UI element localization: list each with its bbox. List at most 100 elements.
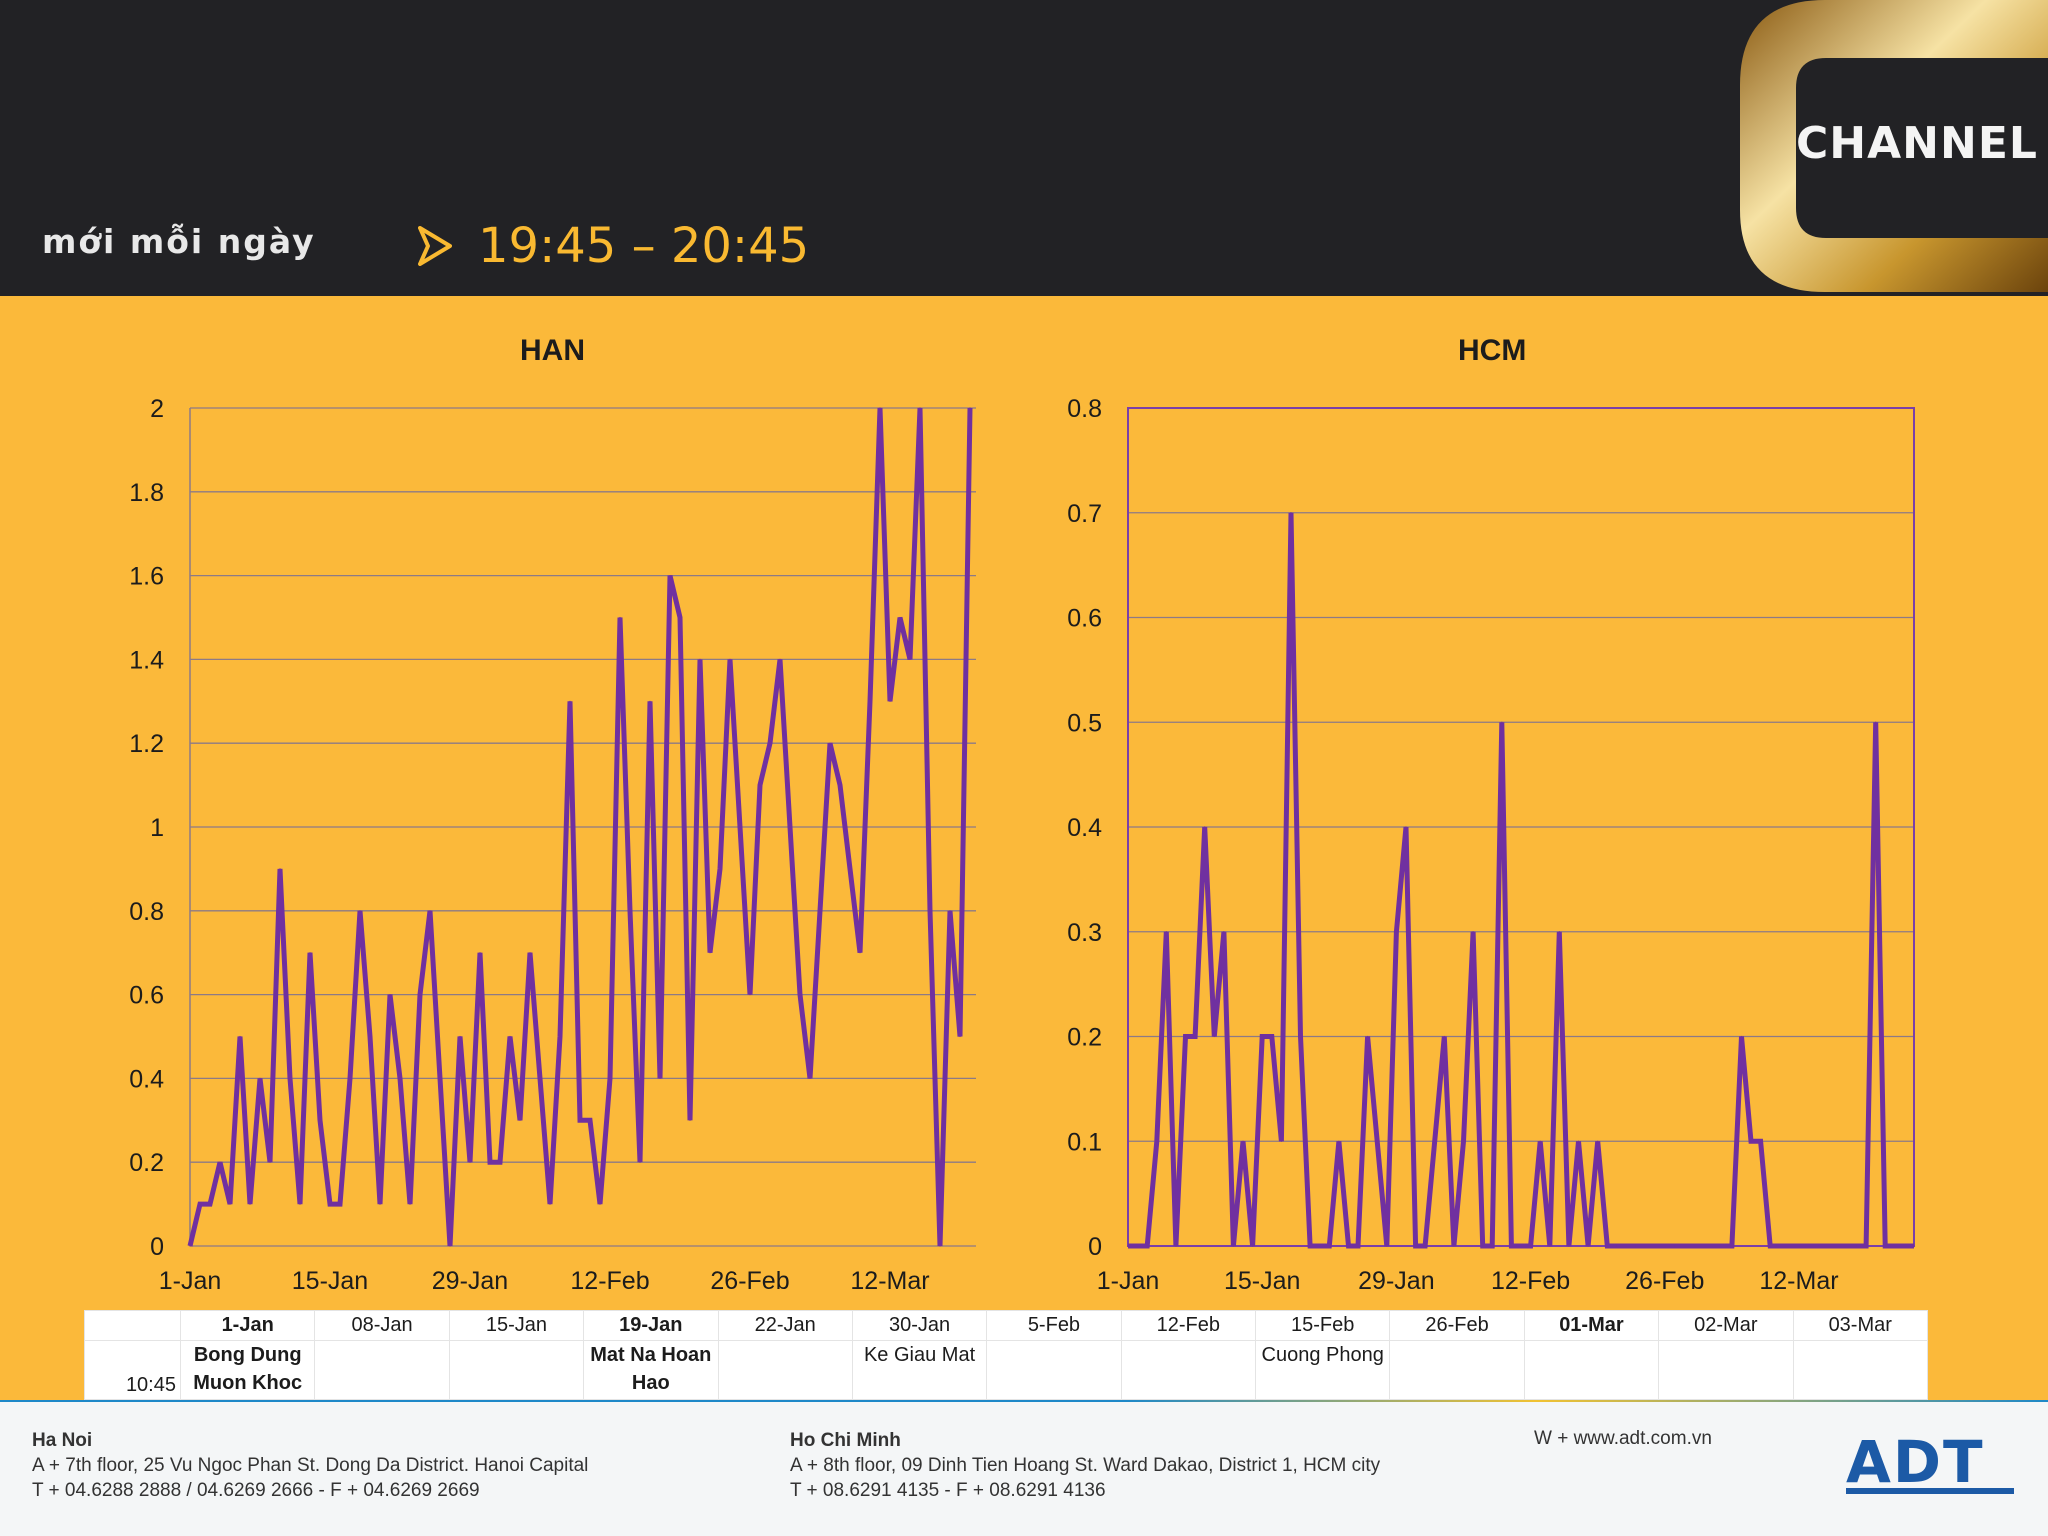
- data-point: [399, 1077, 401, 1079]
- data-point: [629, 910, 631, 912]
- data-point: [319, 1119, 321, 1121]
- footer-hcm-phone: T + 08.6291 4135 - F + 08.6291 4136: [790, 1480, 1106, 1501]
- schedule-program-title: [1523, 1340, 1660, 1400]
- data-point: [919, 407, 921, 409]
- data-point: [229, 1203, 231, 1205]
- chart-title-han: HAN: [520, 334, 585, 367]
- data-point: [499, 1161, 501, 1163]
- data-point: [469, 1161, 471, 1163]
- schedule-program-title: [986, 1340, 1122, 1400]
- schedule-date: 30-Jan: [851, 1310, 988, 1341]
- schedule-date: 08-Jan: [314, 1310, 450, 1341]
- data-point: [439, 1077, 441, 1079]
- data-point: [599, 1203, 601, 1205]
- y-tick-label: 1.4: [129, 646, 164, 674]
- data-point: [869, 700, 871, 702]
- data-point: [789, 826, 791, 828]
- data-point: [829, 742, 831, 744]
- data-point: [409, 1203, 411, 1205]
- data-point: [819, 910, 821, 912]
- schedule-program-title: [1120, 1340, 1257, 1400]
- data-point: [799, 994, 801, 996]
- data-point: [759, 784, 761, 786]
- x-tick-label: 12-Mar: [850, 1267, 929, 1295]
- schedule-table: 1-Jan 08-Jan 15-Jan 19-Jan 22-Jan 30-Jan 5-Feb…: [84, 1310, 1928, 1400]
- data-point: [609, 1077, 611, 1079]
- data-point: [529, 952, 531, 954]
- data-point: [619, 616, 621, 619]
- schedule-program-title: [1658, 1340, 1794, 1400]
- data-point: [419, 994, 421, 996]
- schedule-date: 02-Mar: [1658, 1310, 1794, 1341]
- schedule-date: 01-Mar: [1523, 1310, 1660, 1341]
- data-point: [549, 1203, 551, 1205]
- y-tick-label: 0.4: [129, 1065, 164, 1093]
- data-point: [389, 994, 391, 996]
- data-point: [949, 910, 951, 912]
- y-tick-label: 0.2: [129, 1149, 164, 1177]
- schedule-date: 5-Feb: [986, 1310, 1122, 1341]
- data-point: [519, 1119, 521, 1121]
- y-tick-label: 1.2: [129, 730, 164, 758]
- x-tick-label: 29-Jan: [432, 1267, 508, 1295]
- data-point: [279, 868, 281, 870]
- data-point: [259, 1077, 261, 1079]
- arrow-right-icon: [418, 226, 452, 266]
- data-point: [219, 1161, 221, 1163]
- data-point: [859, 952, 861, 954]
- footer-hcm: Ho Chi Minh A + 8th floor, 09 Dinh Tien …: [790, 1428, 1380, 1503]
- data-point: [539, 1077, 541, 1079]
- footer-website[interactable]: W + www.adt.com.vn: [1534, 1428, 1712, 1449]
- footer-hanoi-city: Ha Noi: [32, 1430, 93, 1451]
- y-tick-label: 0: [150, 1233, 164, 1261]
- data-point: [809, 1077, 811, 1079]
- time-slot: 19:45 – 20:45: [478, 218, 810, 274]
- schedule-program-title: [314, 1340, 450, 1400]
- schedule-program-title: Bong Dung Muon Khoc: [179, 1340, 316, 1400]
- data-point: [489, 1161, 491, 1163]
- data-point: [839, 784, 841, 786]
- data-point: [959, 1035, 961, 1038]
- data-point: [269, 1161, 271, 1163]
- data-point: [669, 575, 671, 577]
- y-tick-label: 2: [150, 395, 164, 423]
- data-point: [189, 1245, 191, 1247]
- data-point: [249, 1203, 251, 1205]
- x-tick-label: 12-Feb: [570, 1267, 649, 1295]
- schedule-date: 26-Feb: [1389, 1310, 1525, 1341]
- schedule-date: 03-Mar: [1792, 1310, 1928, 1341]
- schedule-date: 22-Jan: [717, 1310, 853, 1341]
- footer-hcm-address: A + 8th floor, 09 Dinh Tien Hoang St. Wa…: [790, 1455, 1381, 1476]
- data-point: [749, 994, 751, 996]
- adt-logo-underline: [1846, 1488, 2014, 1494]
- schedule-program-title: [448, 1340, 585, 1400]
- data-point: [199, 1203, 201, 1205]
- data-point: [239, 1035, 241, 1038]
- y-tick-label: 1.6: [129, 563, 164, 591]
- chart-han: 0 0.2 0.4 0.6 0.8 1 1.2 1.4 1.6 1.8 2 1-Jan 15-Jan 29…: [129, 395, 976, 1295]
- schedule-date: 15-Jan: [448, 1310, 585, 1341]
- data-point: [769, 742, 771, 744]
- data-point: [309, 952, 311, 954]
- schedule-date: 1-Jan: [179, 1310, 316, 1341]
- footer-hanoi: Ha Noi A + 7th floor, 25 Vu Ngoc Phan St…: [32, 1428, 588, 1503]
- schedule-program-title: [717, 1340, 853, 1400]
- data-point: [479, 952, 481, 954]
- data-point: [509, 1035, 511, 1038]
- data-point: [849, 868, 851, 870]
- data-point: [649, 700, 651, 702]
- data-point: [709, 952, 711, 954]
- data-point: [559, 1035, 561, 1038]
- data-point: [429, 910, 431, 912]
- y-tick-label: 0.6: [129, 982, 164, 1010]
- channel-logo: [1740, 0, 2048, 292]
- schedule-date-row: 1-Jan 08-Jan 15-Jan 19-Jan 22-Jan 30-Jan 5-Feb…: [84, 1310, 1928, 1341]
- footer-hcm-city: Ho Chi Minh: [790, 1430, 901, 1451]
- data-point: [369, 1035, 371, 1038]
- data-point: [209, 1203, 211, 1205]
- data-point: [679, 616, 681, 619]
- x-tick-label: 15-Jan: [292, 1267, 368, 1295]
- data-point: [879, 407, 881, 409]
- data-point: [889, 700, 891, 702]
- y-tick-label: 0.8: [129, 898, 164, 926]
